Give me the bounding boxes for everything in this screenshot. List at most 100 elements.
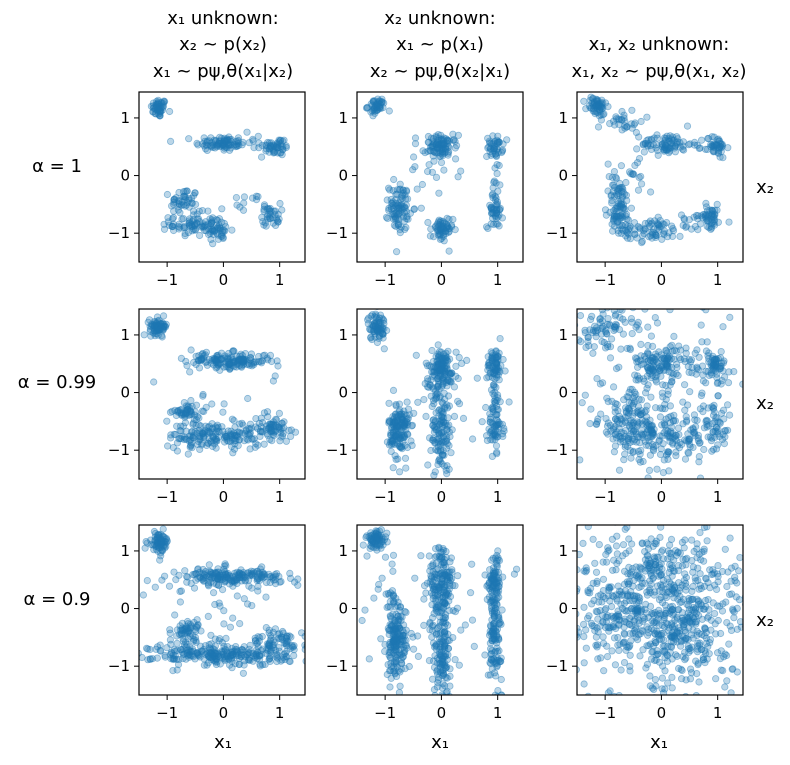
scatter-point xyxy=(437,383,446,391)
scatter-point xyxy=(398,191,406,199)
scatter-point xyxy=(197,355,205,364)
scatter-point xyxy=(188,402,196,411)
scatter-point xyxy=(239,206,248,214)
scatter-point xyxy=(197,356,205,365)
scatter-point xyxy=(388,437,396,445)
scatter-point xyxy=(708,365,716,373)
scatter-point xyxy=(175,225,183,233)
scatter-point xyxy=(443,353,451,362)
scatter-point xyxy=(394,667,403,675)
scatter-point xyxy=(493,417,502,425)
scatter-point xyxy=(489,132,497,140)
scatter-point xyxy=(398,205,406,213)
scatter-point xyxy=(703,217,711,225)
scatter-point xyxy=(199,429,207,438)
scatter-point xyxy=(580,659,588,667)
scatter-point xyxy=(645,466,654,474)
scatter-point xyxy=(201,137,209,145)
scatter-point xyxy=(468,435,477,443)
scatter-point xyxy=(171,430,179,439)
scatter-point xyxy=(707,369,715,377)
scatter-point xyxy=(400,434,408,442)
scatter-point xyxy=(492,354,500,362)
scatter-point xyxy=(489,405,497,413)
scatter-point xyxy=(395,400,404,408)
scatter-point xyxy=(186,432,194,440)
scatter-point xyxy=(437,234,446,243)
scatter-point xyxy=(640,360,648,368)
scatter-point xyxy=(368,107,376,115)
scatter-point xyxy=(671,142,679,150)
scatter-point xyxy=(668,684,676,692)
scatter-point xyxy=(593,417,601,426)
scatter-point xyxy=(431,363,440,372)
scatter-point xyxy=(262,422,270,430)
scatter-point xyxy=(150,322,158,330)
scatter-point xyxy=(707,224,716,232)
scatter-point xyxy=(401,417,409,425)
scatter-point xyxy=(393,418,401,426)
scatter-point xyxy=(618,483,624,489)
scatter-point xyxy=(676,232,684,240)
scatter-point xyxy=(495,138,503,146)
scatter-point xyxy=(201,428,209,436)
scatter-point xyxy=(194,141,202,149)
scatter-point xyxy=(439,410,447,418)
scatter-point xyxy=(618,107,626,116)
scatter-point xyxy=(490,177,498,185)
scatter-point xyxy=(273,651,281,659)
scatter-point xyxy=(159,103,167,112)
scatter-point xyxy=(637,430,646,438)
scatter-point xyxy=(241,349,249,358)
scatter-point xyxy=(392,422,401,430)
scatter-point xyxy=(603,330,611,338)
scatter-point xyxy=(190,584,199,592)
scatter-point xyxy=(211,355,219,363)
scatter-point xyxy=(368,321,376,329)
scatter-point xyxy=(181,222,189,230)
scatter-point xyxy=(707,225,715,233)
scatter-point xyxy=(705,358,713,366)
scatter-point xyxy=(385,399,393,407)
scatter-point xyxy=(390,210,398,218)
scatter-point xyxy=(652,232,660,240)
scatter-point xyxy=(680,381,689,389)
scatter-point xyxy=(399,423,408,431)
scatter-point xyxy=(612,320,620,328)
scatter-point xyxy=(611,415,620,423)
scatter-point xyxy=(492,360,501,368)
scatter-point xyxy=(644,434,652,442)
scatter-point xyxy=(214,361,222,369)
scatter-point xyxy=(624,216,632,224)
scatter-point xyxy=(200,661,208,669)
scatter-point xyxy=(267,143,275,151)
scatter-point xyxy=(489,408,497,416)
scatter-point xyxy=(710,221,719,229)
scatter-point xyxy=(710,216,719,224)
scatter-point xyxy=(636,450,644,458)
y-tick-label: 0 xyxy=(338,600,348,618)
scatter-point xyxy=(589,101,597,109)
scatter-point xyxy=(373,319,381,327)
scatter-point xyxy=(242,426,250,434)
scatter-point xyxy=(622,232,630,240)
scatter-point xyxy=(618,201,626,209)
scatter-point xyxy=(493,411,501,419)
scatter-point xyxy=(222,137,230,146)
scatter-point xyxy=(394,425,402,433)
scatter-point xyxy=(207,225,215,233)
scatter-point xyxy=(252,646,260,654)
scatter-point xyxy=(497,148,506,157)
scatter-point xyxy=(267,139,275,147)
scatter-point xyxy=(594,97,602,105)
scatter-point xyxy=(428,368,436,376)
scatter-point xyxy=(207,227,215,235)
scatter-point xyxy=(154,104,162,112)
scatter-point xyxy=(196,218,204,226)
scatter-point xyxy=(396,406,404,414)
y-tick-label: −1 xyxy=(108,657,130,675)
scatter-point xyxy=(718,143,726,152)
scatter-point xyxy=(375,334,383,342)
scatter-point xyxy=(618,183,626,192)
scatter-point xyxy=(652,141,660,149)
